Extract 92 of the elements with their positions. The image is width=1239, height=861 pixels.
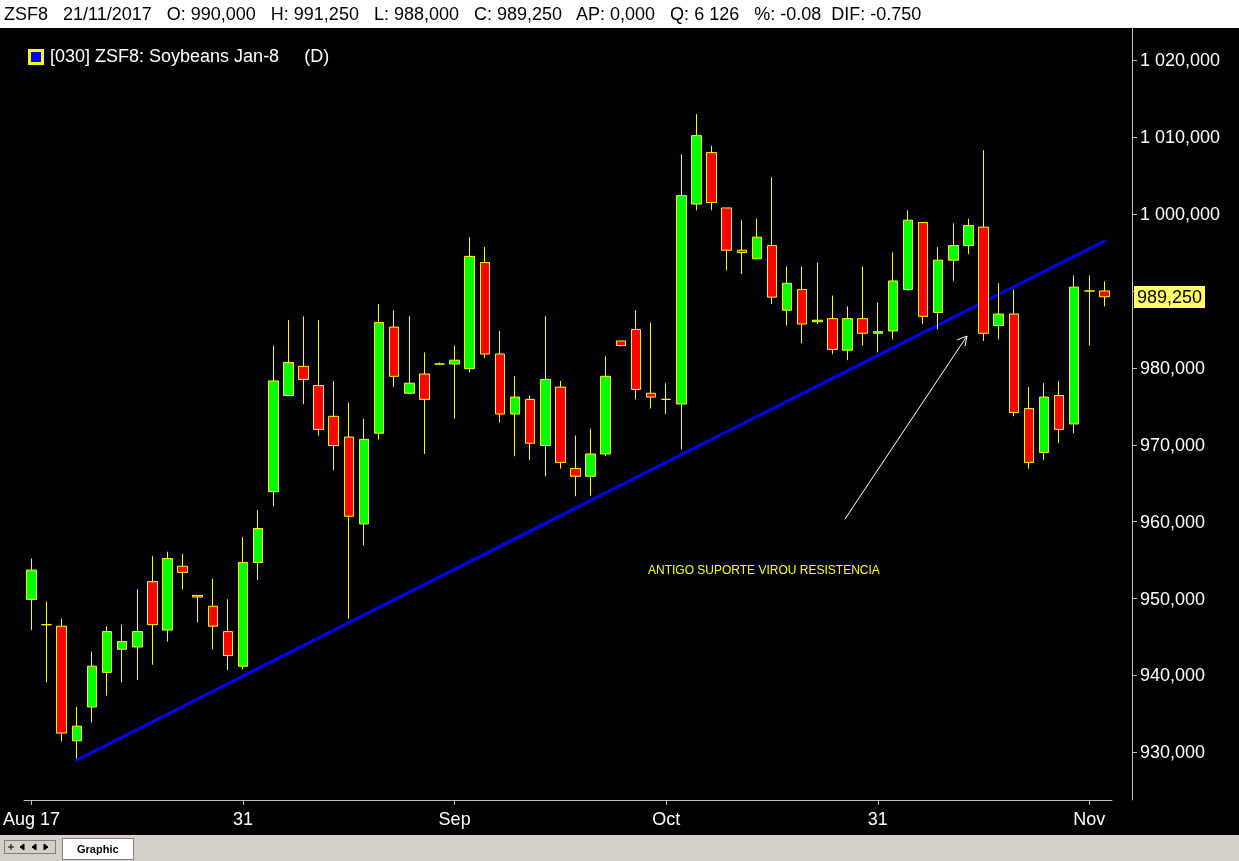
candlestick	[177, 553, 188, 590]
candlestick	[192, 594, 203, 623]
y-tick-label: 1 010,000	[1140, 127, 1221, 148]
text: [030] ZSF8: Soybeans Jan-8 (D)	[50, 46, 330, 67]
candlestick	[449, 345, 460, 420]
candlestick	[313, 319, 324, 437]
x-tick-label: 31	[867, 809, 888, 829]
candlestick	[1069, 275, 1079, 434]
candlestick	[631, 309, 641, 400]
candlestick	[434, 361, 445, 365]
y-tick-label: 960,000	[1140, 511, 1206, 532]
candlestick	[132, 588, 143, 681]
candlestick	[480, 246, 490, 359]
candlestick	[948, 222, 959, 282]
candlestick	[41, 601, 52, 683]
candlestick	[56, 618, 67, 743]
candlestick	[1054, 380, 1064, 444]
candlestick	[963, 218, 974, 255]
candlestick	[495, 330, 505, 423]
candlestick	[283, 319, 294, 397]
y-tick-label: 1 020,000	[1140, 50, 1221, 71]
candlestick	[903, 209, 913, 292]
candlestick	[570, 435, 581, 497]
candlestick	[1084, 275, 1095, 347]
candlestick	[782, 265, 792, 327]
candlestick	[208, 578, 218, 650]
candlestick	[359, 418, 369, 546]
candlestick	[676, 153, 687, 450]
candlestick	[419, 351, 430, 455]
candlestick	[978, 149, 989, 342]
candlestick	[993, 282, 1004, 340]
candlestick	[389, 309, 399, 388]
candlestick	[706, 145, 717, 211]
x-tick-label: 31	[233, 809, 254, 829]
candlestick	[102, 625, 112, 696]
candlestick	[298, 315, 309, 405]
candlestick	[752, 218, 762, 260]
candlestick	[873, 302, 883, 353]
candlestick	[540, 315, 551, 477]
y-tick-label: 950,000	[1140, 588, 1206, 609]
chart-subtitle: ZSF8 21/11/2017 O: 990,000 H: 991,250 L: 988,000 C: 989,250 AP: 0,000 Q: 6 126 %: -0.08 DIF: -0.750	[0, 0, 1239, 28]
candlestick	[268, 345, 279, 507]
candlestick	[1039, 382, 1049, 461]
candlestick	[87, 651, 97, 723]
candlestick	[600, 355, 611, 457]
candlestick	[1024, 386, 1034, 470]
candlestick	[767, 176, 777, 305]
candlestick	[147, 555, 158, 666]
candlestick	[555, 380, 566, 470]
candlestick	[162, 551, 173, 643]
candlestick	[812, 262, 823, 325]
candlestick	[328, 380, 339, 471]
candlestick	[691, 113, 702, 211]
candlestick	[661, 382, 671, 415]
y-tick-label: 930,000	[1140, 742, 1206, 763]
candlestick	[721, 207, 732, 271]
candlestick	[253, 509, 263, 581]
candlestick	[117, 624, 127, 683]
x-tick-label: Oct	[652, 809, 681, 829]
text: 989,250	[1134, 285, 1206, 308]
candlestick	[737, 219, 747, 275]
candlestick	[857, 265, 868, 347]
y-tick-label: 1 000,000	[1140, 204, 1221, 225]
x-tick-label: Nov	[1073, 809, 1106, 829]
candlestick	[827, 295, 838, 355]
annotation: ANTIGO SUPORTE VIROU RESISTENCIA	[648, 563, 880, 577]
candlestick	[238, 536, 248, 670]
candlestick	[26, 558, 37, 631]
candlestick	[1099, 280, 1110, 307]
candlestick	[464, 236, 475, 373]
candlestick	[510, 375, 520, 457]
y-tick-label: 940,000	[1140, 665, 1206, 686]
candlestick	[842, 305, 853, 361]
x-tick-label: Aug 17	[2, 809, 61, 829]
candlestick	[223, 598, 233, 671]
y-tick-label: 980,000	[1140, 357, 1206, 378]
candlestick	[374, 303, 384, 440]
y-tick-label: 970,000	[1140, 434, 1206, 455]
candlestick	[918, 222, 928, 325]
candlestick	[585, 428, 596, 497]
candlestick	[525, 395, 535, 461]
candlestick	[1009, 288, 1019, 417]
x-tick-label: Sep	[438, 809, 471, 829]
text: Graphic	[62, 838, 134, 860]
candlestick	[933, 246, 943, 330]
candlestick	[344, 401, 354, 620]
candlestick	[616, 340, 626, 347]
candlestick	[646, 322, 656, 410]
candlestick	[797, 265, 807, 344]
candlestick	[404, 315, 415, 394]
candlestick	[72, 706, 82, 759]
candlestick	[888, 252, 898, 340]
